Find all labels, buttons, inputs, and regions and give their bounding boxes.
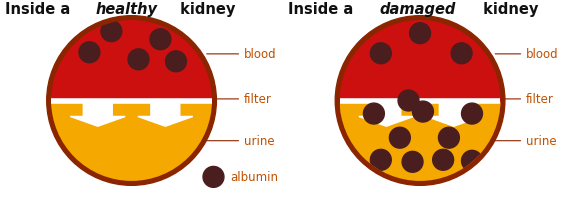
Ellipse shape [47,17,216,185]
Text: damaged: damaged [379,2,456,17]
Text: kidney: kidney [175,2,236,17]
Ellipse shape [402,152,423,172]
Ellipse shape [150,30,171,50]
Text: filter: filter [213,93,272,106]
Ellipse shape [389,128,410,148]
Ellipse shape [462,104,482,124]
Bar [340,21,500,101]
Text: urine: urine [203,135,275,147]
Ellipse shape [370,150,391,170]
Polygon shape [426,100,481,127]
Ellipse shape [128,50,149,70]
Polygon shape [70,100,125,127]
Text: Inside a: Inside a [5,2,75,17]
Ellipse shape [462,151,482,171]
Text: kidney: kidney [478,2,538,17]
Ellipse shape [398,91,419,111]
Ellipse shape [370,44,391,64]
Ellipse shape [451,44,472,64]
Text: healthy: healthy [95,2,158,17]
Ellipse shape [79,43,100,63]
Ellipse shape [413,102,433,122]
Ellipse shape [166,52,186,72]
Text: urine: urine [491,135,557,147]
Ellipse shape [439,128,459,148]
Polygon shape [138,100,193,127]
Bar [340,101,500,181]
Ellipse shape [364,104,384,124]
Bar [51,21,212,101]
Text: blood: blood [207,48,277,61]
Bar [51,101,212,181]
Text: Inside a: Inside a [288,2,359,17]
Ellipse shape [101,22,122,42]
Text: filter: filter [501,93,554,106]
Polygon shape [359,100,414,127]
Ellipse shape [203,167,224,187]
Ellipse shape [335,17,505,185]
Ellipse shape [410,24,430,44]
Text: albumin: albumin [230,171,278,183]
Text: blood: blood [495,48,559,61]
Ellipse shape [433,150,454,170]
